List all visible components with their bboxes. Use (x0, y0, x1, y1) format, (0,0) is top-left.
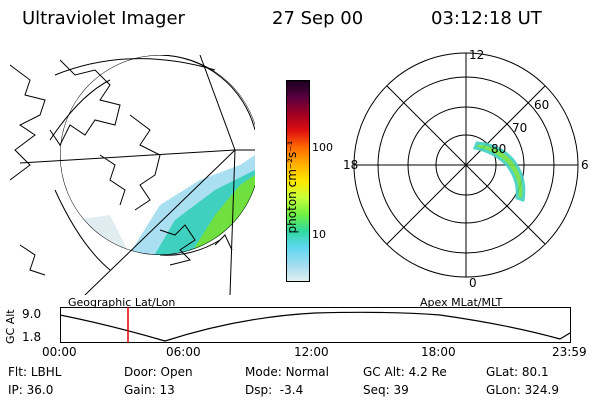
geographic-map (9, 55, 255, 295)
status-dsp: Dsp: -3.4 (245, 383, 304, 397)
map-horizon-arc (159, 55, 255, 131)
app-title: Ultraviolet Imager (22, 8, 185, 29)
polar-plot: 12 18 6 0 60 70 80 (343, 50, 589, 290)
image-time: 03:12:18 UT (431, 8, 542, 29)
status-mode: Mode: Normal (245, 365, 329, 379)
status-glon: GLon: 324.9 (486, 383, 559, 397)
colorbar-unit-label: photon cm⁻²s⁻¹ (285, 140, 299, 234)
mlt-label-12: 12 (469, 50, 484, 62)
lat-label-60: 60 (534, 98, 549, 112)
map-horizon-arc-lower (159, 239, 221, 256)
colorbar (286, 80, 310, 282)
colorbar-tick-100: 100 (312, 141, 333, 154)
lat-label-80: 80 (491, 142, 506, 156)
timeline-y-label: GC Alt (4, 309, 17, 344)
polar-aurora-oval (472, 141, 526, 202)
x-tick-1200: 12:00 (294, 345, 329, 359)
status-filter: Flt: LBHL (8, 365, 62, 379)
mlt-label-6: 6 (581, 158, 589, 172)
lon-line (19, 149, 236, 164)
timeline-tick-min: 1.8 (22, 330, 42, 344)
geo-caption: Geographic Lat/Lon (68, 296, 176, 309)
lon-line (84, 149, 236, 295)
lat-circle (54, 58, 216, 76)
lat-circle (54, 189, 111, 271)
status-door: Door: Open (124, 365, 193, 379)
status-glat: GLat: 80.1 (486, 365, 549, 379)
x-tick-1800: 18:00 (421, 345, 456, 359)
image-date: 27 Sep 00 (272, 8, 364, 29)
orbit-altitude-plot (60, 307, 571, 343)
coastlines (9, 59, 233, 276)
status-gain: Gain: 13 (124, 383, 175, 397)
x-tick-0600: 06:00 (166, 345, 201, 359)
timeline-tick-max: 9.0 (22, 307, 42, 321)
lat-circle (49, 79, 111, 141)
polar-caption: Apex MLat/MLT (420, 296, 503, 309)
lon-line (229, 149, 236, 295)
lon-line (199, 55, 236, 151)
status-gc-alt: GC Alt: 4.2 Re (363, 365, 447, 379)
mlt-label-0: 0 (469, 276, 477, 290)
altitude-curve (60, 311, 571, 342)
mlt-label-18: 18 (343, 158, 358, 172)
status-ip: IP: 36.0 (8, 383, 54, 397)
mlt-axis-diagonal (386, 85, 546, 245)
x-tick-2359: 23:59 (552, 345, 587, 359)
lat-label-70: 70 (512, 121, 527, 135)
colorbar-tick-10: 10 (312, 228, 326, 241)
timeline-frame (60, 307, 571, 343)
aurora-core-cyan (140, 170, 255, 255)
x-tick-0000: 00:00 (42, 345, 77, 359)
status-seq: Seq: 39 (363, 383, 409, 397)
